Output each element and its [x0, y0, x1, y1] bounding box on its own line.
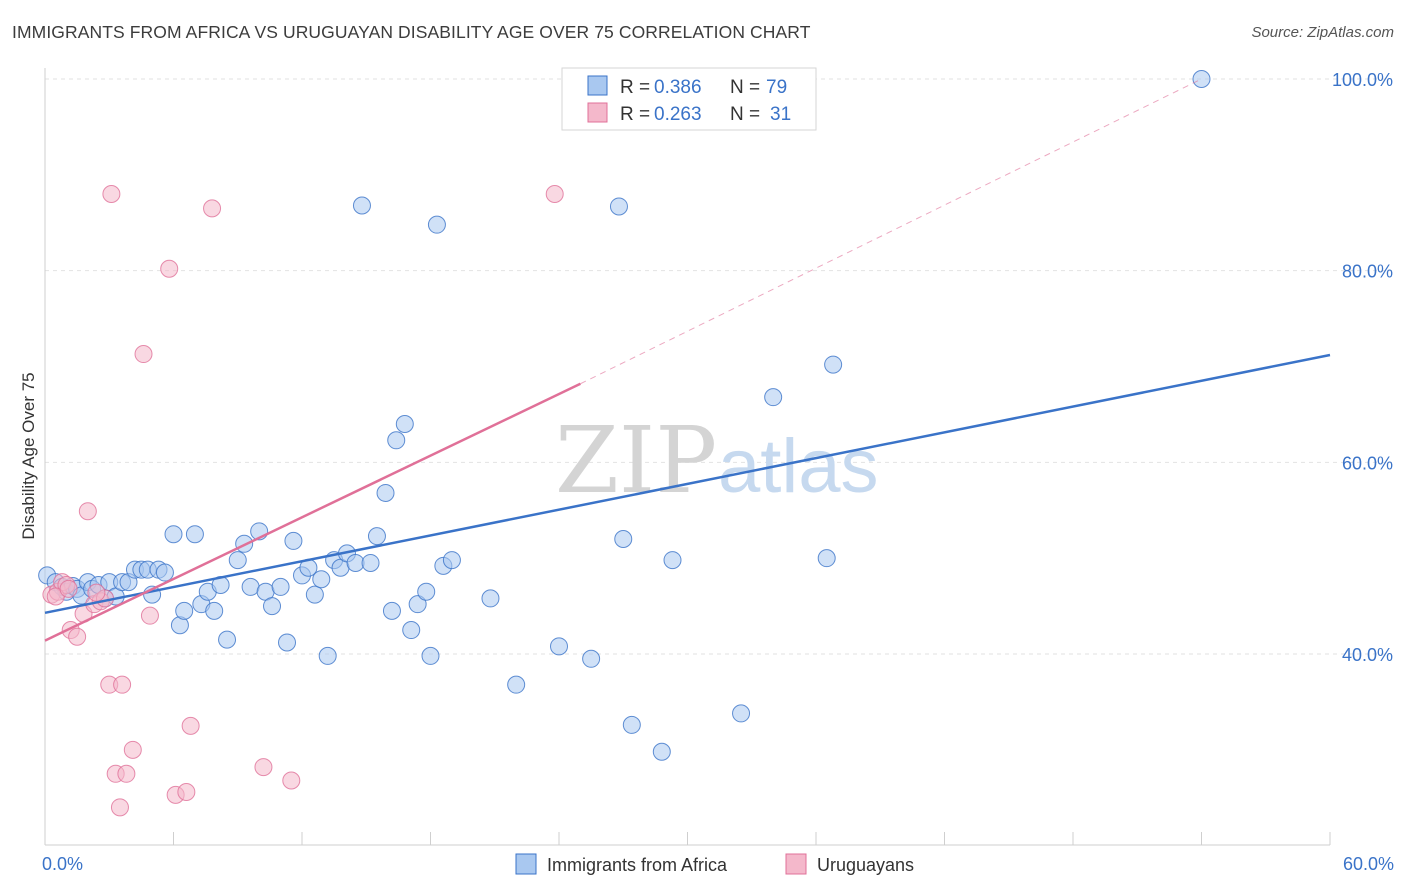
point-uruguayans — [59, 579, 78, 598]
point-africa — [305, 585, 324, 604]
legend-swatch-blue — [587, 75, 608, 96]
point-uruguayans — [102, 185, 121, 203]
point-uruguayans — [68, 627, 87, 646]
point-uruguayans — [117, 764, 136, 783]
trendline-uruguayans-extension — [580, 78, 1202, 385]
point-africa — [550, 637, 568, 656]
point-africa — [164, 525, 183, 544]
point-africa — [402, 621, 421, 640]
chart-title: IMMIGRANTS FROM AFRICA VS URUGUAYAN DISA… — [12, 22, 811, 42]
point-africa — [382, 601, 401, 620]
watermark: ZIP atlas — [555, 407, 879, 514]
point-africa — [175, 601, 194, 620]
point-africa — [732, 704, 751, 723]
series-uruguayans — [42, 185, 564, 817]
point-africa — [271, 577, 290, 596]
bottom-legend-swatch-africa — [515, 853, 537, 875]
point-africa — [376, 484, 395, 502]
gridlines — [45, 78, 1392, 655]
legend-swatch-pink — [587, 102, 608, 123]
point-africa — [817, 549, 836, 568]
point-africa — [1192, 70, 1211, 88]
y-tick-label: 100.0% — [1332, 70, 1393, 90]
point-uruguayans — [203, 199, 222, 218]
point-africa — [622, 715, 641, 734]
bottom-legend-swatch-uruguayans — [785, 853, 807, 875]
point-africa — [421, 646, 440, 665]
legend-r-value-2: 0.263 — [654, 104, 702, 125]
x-tick-label: 60.0% — [1343, 854, 1394, 874]
point-uruguayans — [254, 758, 273, 777]
y-tick-label: 80.0% — [1342, 262, 1393, 282]
point-uruguayans — [545, 185, 564, 203]
point-uruguayans — [134, 345, 153, 364]
point-africa — [387, 431, 406, 450]
point-uruguayans — [282, 771, 301, 790]
point-africa — [284, 531, 303, 550]
point-africa — [361, 553, 380, 572]
point-africa — [346, 553, 365, 572]
legend-r-value-1: 0.386 — [654, 77, 702, 98]
point-africa — [507, 675, 526, 694]
point-africa — [352, 196, 371, 215]
legend-n-label-1: N = — [730, 77, 760, 98]
x-tick-label: 0.0% — [42, 854, 83, 874]
point-uruguayans — [181, 716, 200, 735]
chart-source: Source: ZipAtlas.com — [1251, 24, 1394, 41]
bottom-legend-label-uruguayans: Uruguayans — [817, 855, 914, 875]
point-africa — [228, 551, 247, 570]
point-africa — [205, 601, 224, 620]
point-uruguayans — [113, 675, 132, 694]
legend-n-label-2: N = — [730, 104, 760, 125]
point-africa — [185, 525, 204, 544]
bottom-legend-label-africa: Immigrants from Africa — [547, 855, 728, 875]
point-africa — [417, 582, 436, 601]
point-africa — [663, 551, 682, 570]
point-africa — [427, 215, 446, 234]
point-uruguayans — [110, 798, 129, 817]
point-uruguayans — [123, 740, 142, 759]
point-africa — [652, 742, 671, 761]
point-africa — [367, 527, 386, 546]
point-africa — [312, 570, 331, 589]
legend-n-value-1: 79 — [766, 77, 787, 98]
tick-labels: 40.0% 60.0% 80.0% 100.0% 0.0% 60.0% — [42, 70, 1394, 874]
point-africa — [408, 595, 427, 614]
y-tick-label: 40.0% — [1342, 645, 1393, 665]
point-uruguayans — [78, 502, 97, 521]
point-africa — [824, 355, 843, 374]
point-africa — [241, 577, 260, 596]
watermark-atlas: atlas — [718, 424, 879, 509]
y-tick-label: 60.0% — [1342, 453, 1393, 473]
legend-r-label-1: R = — [620, 77, 650, 98]
point-africa — [155, 563, 174, 582]
point-africa — [278, 633, 297, 652]
trendline-uruguayans — [44, 382, 581, 642]
legend-box: R = 0.386 N = 79 R = 0.263 N = 31 — [561, 67, 817, 131]
point-africa — [395, 415, 414, 433]
trendline-africa — [44, 353, 1331, 615]
point-africa — [481, 589, 500, 608]
point-uruguayans — [160, 259, 179, 278]
point-africa — [764, 388, 783, 407]
point-africa — [263, 597, 282, 616]
y-axis-label: Disability Age Over 75 — [19, 372, 38, 539]
point-uruguayans — [87, 583, 106, 602]
trend-lines — [44, 78, 1331, 642]
legend-r-label-2: R = — [620, 104, 650, 125]
point-africa — [318, 646, 337, 665]
point-africa — [582, 649, 601, 668]
point-africa — [442, 551, 461, 570]
legend-n-value-2: 31 — [770, 104, 791, 125]
point-africa — [218, 630, 237, 649]
point-africa — [614, 530, 633, 548]
axes — [44, 68, 1331, 846]
point-uruguayans — [177, 783, 196, 801]
bottom-legend: Immigrants from Africa Uruguayans — [515, 853, 914, 875]
point-uruguayans — [140, 606, 159, 625]
point-africa — [609, 197, 628, 216]
watermark-zip: ZIP — [555, 407, 717, 514]
